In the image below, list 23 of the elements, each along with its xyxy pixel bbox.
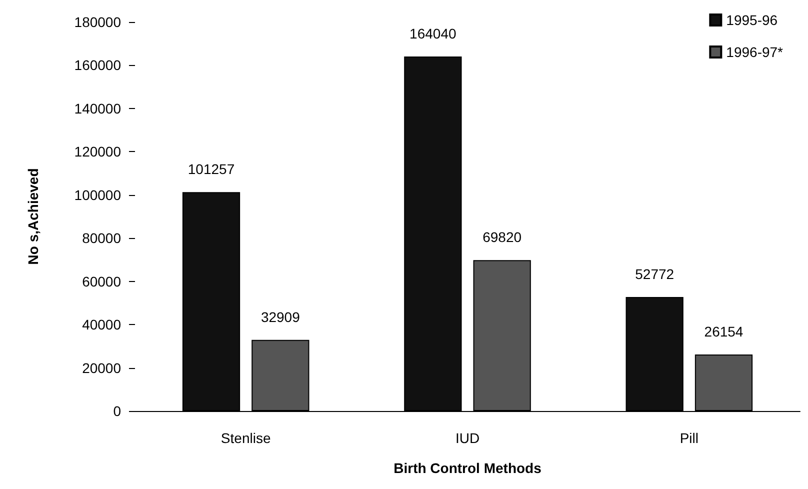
x-tick-label: Stenlise xyxy=(220,430,271,446)
data-label: 32909 xyxy=(260,308,300,325)
y-tick-label: 100000 xyxy=(74,186,122,203)
legend-label: 1996-97* xyxy=(726,44,784,60)
y-tick-label: 80000 xyxy=(82,230,122,246)
x-axis-title: Birth Control Methods xyxy=(394,460,542,476)
x-tick-label: Pill xyxy=(680,430,699,446)
y-tick-label: 140000 xyxy=(74,100,122,116)
data-label: 26154 xyxy=(704,323,744,340)
data-label: 52772 xyxy=(635,266,674,282)
y-tick-label: 160000 xyxy=(74,57,122,74)
legend-label: 1995-96 xyxy=(726,12,778,28)
y-tick-label: 20000 xyxy=(82,360,122,376)
data-label: 69820 xyxy=(482,229,522,246)
data-label: 101257 xyxy=(188,161,235,178)
y-axis-title: No s,Achieved xyxy=(25,168,41,265)
x-tick-label: IUD xyxy=(455,430,480,446)
y-tick-label: 40000 xyxy=(82,316,122,333)
y-tick-label: 0 xyxy=(113,403,122,419)
y-tick-label: 180000 xyxy=(74,14,122,30)
y-tick-label: 60000 xyxy=(82,273,122,290)
y-tick-label: 120000 xyxy=(74,144,122,160)
data-label: 164040 xyxy=(410,25,456,42)
